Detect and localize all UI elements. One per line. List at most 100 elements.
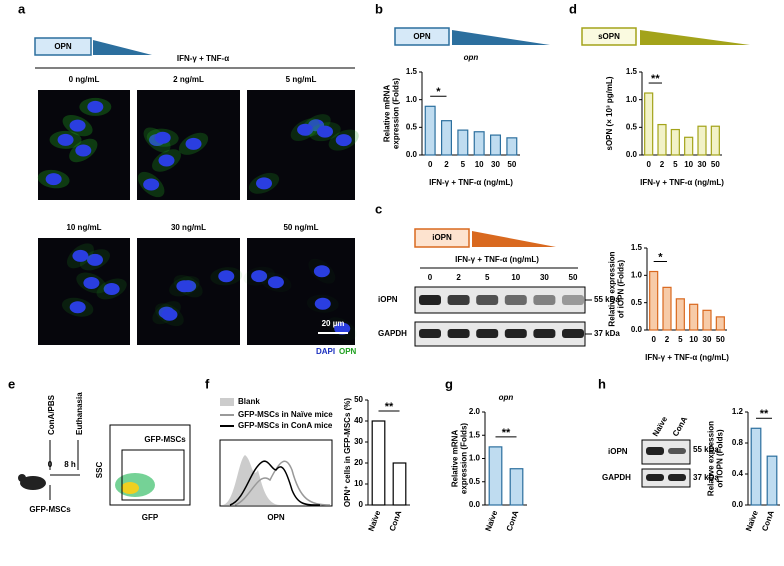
nucleus xyxy=(297,123,314,136)
flow-density xyxy=(121,482,139,494)
y-tick-label: 10 xyxy=(354,479,363,488)
blot xyxy=(414,321,586,347)
gradient xyxy=(640,30,750,45)
x-axis-label: IFN-γ + TNF-α (ng/mL) xyxy=(640,178,724,187)
panel-label: g xyxy=(445,376,453,391)
significance: ** xyxy=(502,427,511,439)
x-tick-label: 2 xyxy=(665,335,670,344)
images xyxy=(37,90,359,345)
end: Euthanasia xyxy=(75,392,84,435)
legend-label: GFP-MSCs in ConA mice xyxy=(238,421,333,430)
nucleus xyxy=(313,265,330,278)
legend-label: Blank xyxy=(238,397,260,406)
lane-label: ConA xyxy=(671,415,690,438)
time: 8 h xyxy=(64,460,76,469)
band xyxy=(562,295,584,305)
bar xyxy=(697,125,707,156)
bar xyxy=(750,427,762,506)
nucleus xyxy=(83,276,100,289)
nucleus xyxy=(143,178,160,191)
nucleus xyxy=(154,131,171,144)
bar xyxy=(662,286,672,331)
x-tick-label: 5 xyxy=(673,160,678,169)
bar xyxy=(488,446,503,506)
y-tick-label: 1.2 xyxy=(732,407,744,416)
band xyxy=(668,474,686,481)
row-label: GAPDH xyxy=(378,329,407,338)
nucleus xyxy=(267,276,284,289)
y-tick-label: 0.5 xyxy=(406,122,418,131)
band xyxy=(562,329,584,338)
treatment: IFN-γ + TNF-α (ng/mL) xyxy=(455,255,539,264)
y-axis-label: expression (Folds) xyxy=(392,78,401,149)
box-label: OPN xyxy=(413,32,431,41)
bar xyxy=(392,462,407,506)
x-tick-label: ConA xyxy=(388,509,404,532)
size: 55 kDa xyxy=(594,295,620,304)
band xyxy=(419,329,441,338)
box xyxy=(414,228,470,248)
x-tick-label: 10 xyxy=(475,160,484,169)
significance: * xyxy=(436,86,441,98)
bar xyxy=(441,120,453,156)
x-tick-label: 50 xyxy=(716,335,725,344)
image-label: 0 ng/mL xyxy=(69,75,100,84)
y-tick-label: 1.5 xyxy=(406,67,418,76)
bar xyxy=(689,303,699,331)
nucleus xyxy=(72,249,89,262)
y-tick-label: 0.0 xyxy=(732,500,744,509)
x-tick-label: Naïve xyxy=(367,509,383,533)
band xyxy=(447,295,470,305)
scale-label: 20 µm xyxy=(322,319,345,328)
y-tick-label: 0.8 xyxy=(732,438,744,447)
histogram-frame xyxy=(219,439,333,507)
nucleus xyxy=(334,322,351,335)
chart-title: opn xyxy=(464,53,479,62)
nucleus xyxy=(69,119,86,132)
panel-label: b xyxy=(375,1,383,16)
nucleus xyxy=(158,154,175,167)
box xyxy=(394,27,450,46)
x-tick-label: ConA xyxy=(760,509,776,532)
x-tick-label: 5 xyxy=(461,160,466,169)
mouse xyxy=(20,476,46,490)
cells: GFP-MSCs xyxy=(29,505,71,514)
bar xyxy=(670,128,680,156)
image-label: 30 ng/mL xyxy=(171,223,206,232)
nucleus xyxy=(57,133,74,146)
bar xyxy=(457,129,469,156)
treatment: IFN-γ + TNF-α xyxy=(177,54,229,63)
lane-label: 2 xyxy=(456,273,461,282)
bar xyxy=(766,455,778,506)
y-axis: SSC xyxy=(95,462,104,479)
bar xyxy=(424,105,436,156)
x-tick-label: 50 xyxy=(507,160,516,169)
y-tick-label: 50 xyxy=(354,395,363,404)
x-tick-label: 10 xyxy=(689,335,698,344)
nucleus xyxy=(69,301,86,314)
y-tick-label: 1.0 xyxy=(626,95,638,104)
x-tick-label: 2 xyxy=(444,160,449,169)
lane-label: 10 xyxy=(511,273,520,282)
lane-label: 30 xyxy=(540,273,549,282)
x-tick-label: Naïve xyxy=(744,509,760,533)
x-tick-label: ConA xyxy=(505,509,521,532)
time: 0 xyxy=(48,460,53,469)
band xyxy=(533,295,556,305)
x-axis: GFP xyxy=(142,513,159,522)
bar xyxy=(710,125,720,156)
gate xyxy=(121,449,185,501)
blot xyxy=(414,286,586,314)
x-tick-label: 2 xyxy=(660,160,665,169)
panel-label: h xyxy=(598,376,606,391)
bar xyxy=(509,468,524,506)
nucleus xyxy=(335,134,352,147)
y-axis-label: of iOPN (Folds) xyxy=(617,260,626,319)
chart-title: opn xyxy=(499,393,514,402)
bar xyxy=(684,136,694,156)
lane-label: 5 xyxy=(485,273,490,282)
nucleus xyxy=(87,253,104,266)
row-label: iOPN xyxy=(608,447,628,456)
treat: ConA/PBS xyxy=(47,394,56,435)
